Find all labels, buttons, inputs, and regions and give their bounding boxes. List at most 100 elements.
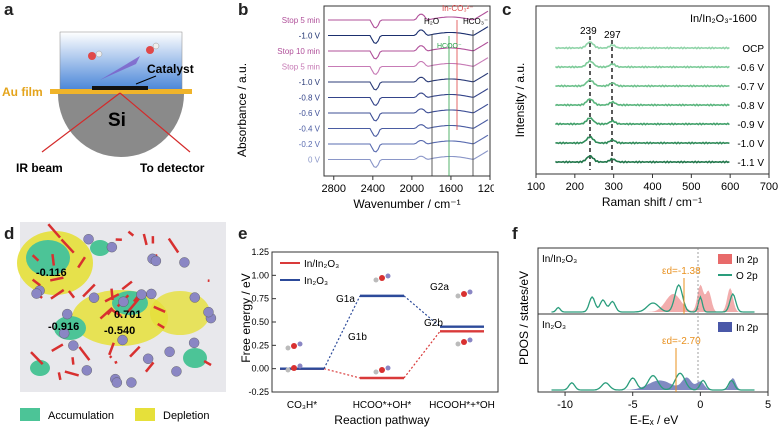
- bond: [110, 356, 111, 358]
- indium-atom: [118, 297, 128, 307]
- energy-xtick-label: HCOOH*+*OH: [429, 400, 495, 411]
- ftir-xtick-label: 2800: [322, 183, 346, 195]
- raman-series-label: -1.1 V: [737, 158, 764, 169]
- indium-atom: [203, 307, 213, 317]
- energy-ytick-label: 0.75: [251, 294, 269, 304]
- panel-label-b: b: [238, 0, 248, 20]
- ftir-series-label: -0.4 V: [299, 125, 321, 134]
- energy-ytick-label: -0.25: [248, 387, 269, 397]
- ftir-series-label: 0 V: [308, 156, 321, 165]
- molecule-atom-icon: [461, 339, 467, 345]
- indium-atom: [126, 378, 136, 388]
- pdos-xlabel: E-Eₓ / eV: [630, 413, 679, 427]
- ftir-series-line: [328, 42, 488, 59]
- molecule-atom-icon: [374, 370, 379, 375]
- indium-atom: [190, 293, 200, 303]
- molecule-atom-icon: [286, 368, 291, 373]
- ftir-ylabel: Absorbance / a.u.: [235, 63, 249, 157]
- ftir-series-label: -1.0 V: [299, 78, 321, 87]
- catalyst-label: Catalyst: [147, 62, 194, 76]
- ftir-series-line: [328, 89, 488, 106]
- raman-series-line: [555, 99, 729, 106]
- indium-atom: [189, 338, 199, 348]
- indium-atom: [165, 347, 175, 357]
- molecule-atom-icon: [298, 342, 303, 347]
- legend-bottom-in2p: In 2p: [736, 323, 759, 334]
- ftir-series-line: [328, 27, 488, 44]
- ftir-series-label: Stop 10 min: [277, 47, 320, 56]
- pdos-bottom-title: In₂O₃: [542, 320, 566, 331]
- raman-series-line: [555, 156, 729, 163]
- molecule-atom-icon: [291, 365, 297, 371]
- accumulation-swatch: [20, 408, 40, 421]
- co3-label: In-CO₃²⁻: [442, 4, 473, 13]
- catalyst-layer: [92, 86, 148, 90]
- indium-atom: [171, 366, 181, 376]
- raman-xtick-label: 400: [643, 181, 661, 193]
- raman-series-label: -0.8 V: [737, 101, 764, 112]
- panel-label-d: d: [4, 224, 14, 244]
- legend-swatch-in2p: [718, 254, 732, 264]
- hco3-label: HCO₃⁻: [463, 17, 488, 26]
- pdos-area: [552, 285, 755, 312]
- step-g1b: G1b: [348, 332, 367, 343]
- legend-swatch-in2p-bottom: [718, 322, 732, 332]
- legend-in2o3: In₂O₃: [304, 276, 328, 287]
- molecule-atom-icon: [286, 346, 291, 351]
- pdos-xtick-label: 0: [697, 399, 703, 411]
- step-g2b: G2b: [424, 318, 443, 329]
- raman-xlabel: Raman shift / cm⁻¹: [602, 195, 702, 209]
- raman-chart: Intensity / a.u. In/In₂O₃-1600 239 297 O…: [494, 0, 779, 215]
- panel-f: f PDOS / states/eV In/In₂O₃ In₂O₃ εd=-1.…: [504, 218, 779, 431]
- molecule-atom-icon: [298, 364, 303, 369]
- si-label: Si: [108, 110, 126, 131]
- bond: [115, 362, 117, 363]
- molecule-atom-icon: [456, 294, 461, 299]
- electrolyte: [60, 32, 182, 90]
- ftir-xtick-label: 2000: [400, 183, 424, 195]
- raman-series-label: -0.7 V: [737, 82, 764, 93]
- energy-frame: [272, 252, 498, 392]
- pdos-top-title: In/In₂O₃: [542, 254, 577, 265]
- charge-label: -0.540: [104, 325, 135, 337]
- indium-atom: [151, 256, 161, 266]
- pdos-line: [552, 285, 755, 312]
- ftir-xlabel: Wavenumber / cm⁻¹: [353, 197, 460, 211]
- panel-c: c Intensity / a.u. In/In₂O₃-1600 239 297…: [494, 0, 779, 215]
- energy-xlabel: Reaction pathway: [334, 413, 429, 427]
- ftir-series-label: -1.0 V: [299, 32, 321, 41]
- indium-atom: [136, 290, 146, 300]
- molecule-atom-icon: [468, 290, 473, 295]
- raman-series-line: [555, 118, 729, 125]
- dband-bottom-label: εd=-2.70: [662, 336, 701, 347]
- energy-ytick-label: 0.25: [251, 340, 269, 350]
- raman-series-label: -0.6 V: [737, 63, 764, 74]
- raman-xtick-label: 700: [760, 181, 778, 193]
- molecule-icon: [146, 46, 154, 54]
- charge-label: -0.116: [36, 267, 67, 279]
- ftir-series-label: Stop 5 min: [282, 16, 320, 25]
- panel-a: a Catalyst Au film Si IR beam To detecto…: [0, 0, 230, 205]
- ftir-series-label: -0.2 V: [299, 140, 321, 149]
- ftir-series-line: [328, 151, 488, 168]
- depletion-swatch: [135, 408, 155, 421]
- free-energy-chart: Free energy / eV 1.251.000.750.500.250.0…: [232, 218, 504, 431]
- ftir-series-label: Stop 5 min: [282, 63, 320, 72]
- legend-top-in2p: In 2p: [736, 255, 759, 266]
- raman-xtick-label: 500: [682, 181, 700, 193]
- bond: [52, 254, 53, 265]
- raman-series-line: [555, 80, 729, 87]
- molecule-atom-icon: [379, 275, 385, 281]
- ftir-series-label: -0.8 V: [299, 94, 321, 103]
- raman-series-line: [555, 137, 729, 144]
- ftir-series-line: [328, 73, 488, 90]
- charge-label: -0.916: [48, 321, 79, 333]
- indium-atom: [84, 234, 94, 244]
- molecule-icon: [96, 51, 102, 57]
- bond: [59, 372, 61, 379]
- panel-label-c: c: [502, 0, 511, 20]
- legend-top-o2p: O 2p: [736, 271, 758, 282]
- ftir-xtick-label: 2400: [361, 183, 385, 195]
- raman-xtick-label: 100: [527, 181, 545, 193]
